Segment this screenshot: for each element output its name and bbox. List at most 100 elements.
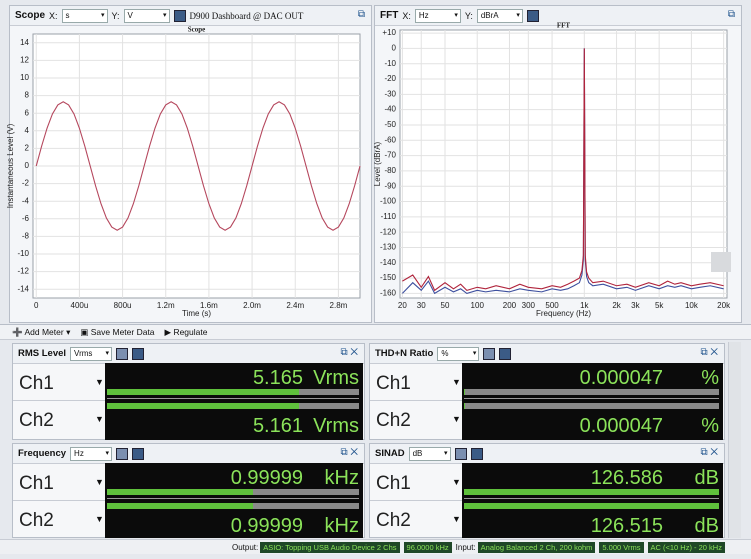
window-icons[interactable]: ⧉ ✕: [340, 447, 358, 458]
window-icons[interactable]: ⧉ ✕: [700, 347, 718, 358]
unit-dropdown[interactable]: dB: [408, 446, 451, 461]
y-tick-label: -20: [384, 74, 396, 83]
settings-icon[interactable]: [470, 447, 483, 460]
y-tick-label: 10: [20, 73, 29, 82]
settings-icon[interactable]: [132, 347, 145, 360]
y-tick-label: 2: [25, 144, 30, 153]
scroll-button[interactable]: [711, 252, 731, 272]
status-field[interactable]: 5.000 Vrms: [599, 541, 644, 553]
meter-unit: Vrms: [313, 415, 359, 437]
x-tick-label: 1k: [580, 301, 589, 310]
y-tick-label: -140: [380, 258, 397, 267]
y-unit-dropdown[interactable]: V: [123, 8, 170, 23]
x-unit-dropdown[interactable]: Hz: [414, 8, 461, 23]
channel-dropdown[interactable]: ▼: [452, 514, 461, 524]
channel-dropdown[interactable]: ▼: [95, 477, 104, 487]
x-tick-label: 1.2m: [157, 301, 175, 310]
meter-unit: %: [701, 415, 719, 437]
channel-name: Ch1: [376, 473, 411, 494]
meter-title: THD+N Ratio: [375, 348, 434, 359]
format-icon[interactable]: [454, 447, 467, 460]
status-field[interactable]: AC (<10 Hz) - 20 kHz: [647, 541, 725, 553]
y-tick-label: -10: [384, 59, 396, 68]
row-divider: [13, 400, 105, 401]
popout-icon[interactable]: ⧉: [357, 9, 365, 20]
meter-divider: [464, 398, 719, 399]
channel-dropdown[interactable]: ▼: [452, 477, 461, 487]
x-tick-label: 100: [471, 301, 485, 310]
unit-dropdown[interactable]: %: [437, 346, 480, 361]
channel-dropdown[interactable]: ▼: [452, 414, 461, 424]
meter-value: 0.000047: [579, 415, 663, 437]
meter-bar: [107, 389, 299, 395]
y-tick-label: -150: [380, 273, 397, 282]
meter-bar-track: [464, 403, 719, 409]
y-tick-label: -110: [381, 212, 397, 221]
unit-dropdown[interactable]: Hz: [70, 446, 113, 461]
add-meter-button[interactable]: ➕ Add Meter ▾: [12, 326, 71, 337]
save-button[interactable]: ▣ Save Meter Data: [80, 326, 155, 337]
panel-title: Scope: [15, 10, 46, 21]
x-tick-label: 500: [545, 301, 559, 310]
y-unit-dropdown[interactable]: dBrA: [476, 8, 523, 23]
x-tick-label: 2.0m: [243, 301, 261, 310]
line-series: [401, 48, 724, 295]
y-tick-label: -2: [22, 179, 30, 188]
channel-name: Ch1: [376, 373, 411, 394]
y-tick-label: -80: [384, 166, 396, 175]
channel-dropdown[interactable]: ▼: [95, 514, 104, 524]
x-label: X:: [49, 10, 58, 21]
scope-header: Scope X: s Y: V D900 Dashboard @ DAC OUT…: [10, 6, 371, 26]
dashboard-label: D900 Dashboard @ DAC OUT: [189, 10, 304, 21]
x-tick-label: 2.4m: [286, 301, 304, 310]
x-axis-label: Frequency (Hz): [536, 309, 591, 318]
format-icon[interactable]: [116, 347, 129, 360]
y-tick-label: -8: [22, 232, 30, 241]
channel-name: Ch1: [19, 373, 54, 394]
unit-dropdown[interactable]: Vrms: [70, 346, 113, 361]
y-tick-label: -90: [384, 181, 396, 190]
format-icon[interactable]: [483, 347, 496, 360]
x-unit-dropdown[interactable]: s: [61, 8, 108, 23]
y-tick-label: 0: [392, 43, 397, 52]
y-tick-label: -30: [384, 89, 396, 98]
status-field[interactable]: Analog Balanced 2 Ch, 200 kohm: [477, 541, 596, 553]
meter-bar: [464, 389, 466, 395]
x-tick-label: 0: [34, 301, 39, 310]
meter-value: 0.000047: [579, 367, 663, 389]
chart-title: FFT: [557, 22, 571, 30]
meter-unit: dB: [694, 467, 719, 489]
y-tick-label: 14: [20, 38, 29, 47]
y-tick-label: -12: [17, 267, 29, 276]
regulate-button[interactable]: ▶ Regulate: [164, 326, 208, 337]
channel-name: Ch2: [376, 510, 411, 531]
y-tick-label: -160: [380, 289, 397, 298]
meter-divider: [464, 498, 719, 499]
settings-icon[interactable]: [526, 9, 539, 22]
settings-icon[interactable]: [132, 447, 145, 460]
format-icon[interactable]: [116, 447, 129, 460]
scrollbar[interactable]: [728, 342, 741, 538]
x-tick-label: 800u: [114, 301, 132, 310]
status-field[interactable]: ASIO: Topping USB Audio Device 2 Chs: [260, 541, 400, 553]
popout-icon[interactable]: ⧉: [727, 9, 735, 20]
channel-dropdown[interactable]: ▼: [95, 414, 104, 424]
x-tick-label: 400u: [71, 301, 89, 310]
y-tick-label: -10: [17, 249, 29, 258]
settings-icon[interactable]: [173, 9, 186, 22]
channel-dropdown[interactable]: ▼: [95, 377, 104, 387]
window-icons[interactable]: ⧉ ✕: [700, 447, 718, 458]
meter-header: THD+N Ratio% ⧉ ✕: [370, 344, 724, 364]
window-icons[interactable]: ⧉ ✕: [340, 347, 358, 358]
meter-bar: [107, 503, 254, 509]
line-series: [402, 48, 724, 292]
settings-icon[interactable]: [499, 347, 512, 360]
status-field[interactable]: 96.0000 kHz: [403, 541, 452, 553]
x-tick-label: 50: [441, 301, 450, 310]
channel-dropdown[interactable]: ▼: [452, 377, 461, 387]
status-bar: Output: ASIO: Topping USB Audio Device 2…: [0, 539, 751, 554]
